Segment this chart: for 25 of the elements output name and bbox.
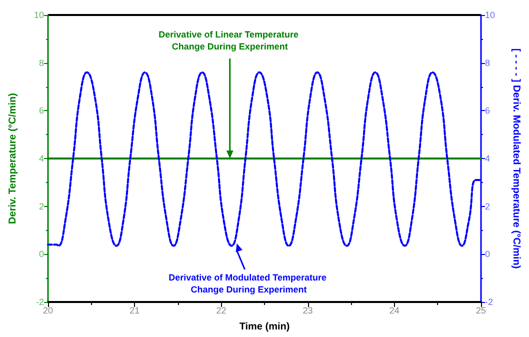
y-tick-label: 0: [38, 249, 44, 260]
y-tick-label: -2: [36, 297, 44, 307]
y-tick-label: 2: [38, 201, 44, 212]
x-axis-title: Time (min): [239, 322, 290, 332]
annotation: Derivative of Linear Temperature Change During Experiment: [158, 30, 302, 52]
y-tick-label: 6: [38, 106, 44, 116]
y2-tick-label: 4: [485, 154, 490, 164]
y-tick-label: 8: [38, 58, 44, 68]
y2-tick-label: 0: [485, 249, 490, 260]
y2-tick-label: 2: [485, 201, 490, 212]
x-tick-label: 20: [42, 306, 54, 316]
x-tick-label: 24: [389, 306, 400, 316]
y2-tick-label: 10: [485, 10, 496, 20]
x-tick-label: 21: [130, 306, 140, 316]
y-tick-label: 4: [38, 154, 44, 164]
y-axis-title: Deriv. Temperature (°C/min): [8, 93, 18, 224]
y2-tick-label: -2: [485, 297, 494, 307]
annotation: Derivative of Modulated Temperature Change During Experiment: [168, 272, 329, 294]
y2-tick-label: 6: [485, 106, 490, 116]
x-tick-label: 25: [476, 306, 486, 316]
y-tick-label: 10: [34, 10, 44, 20]
y2-axis-title: [ - - - - ] Deriv. Modulated Temperature (°C/min): [510, 48, 522, 269]
y2-tick-label: 8: [485, 58, 490, 68]
x-tick-label: 22: [216, 306, 226, 316]
x-tick-label: 23: [302, 306, 313, 316]
